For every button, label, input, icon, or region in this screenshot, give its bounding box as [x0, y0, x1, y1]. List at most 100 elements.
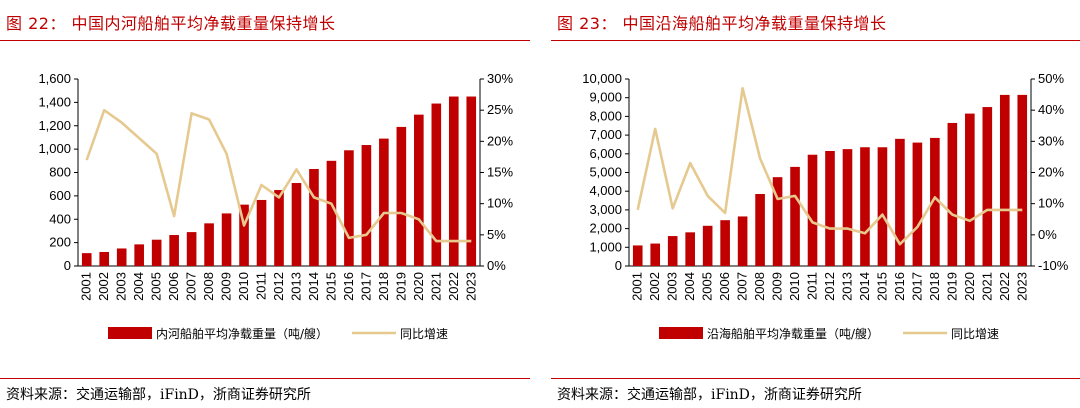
right-axis-tick-label: 0% — [487, 258, 506, 273]
right-axis-tick-label: -10% — [1038, 258, 1069, 273]
x-axis-tick-label: 2019 — [393, 272, 408, 301]
bar — [860, 147, 870, 266]
x-axis-tick-label: 2009 — [219, 272, 234, 301]
bar — [912, 142, 923, 266]
left-axis-tick-label: 1,400 — [38, 94, 71, 109]
left-axis-tick-label: 0 — [64, 258, 71, 273]
legend-label-bar: 内河船舶平均净载重量（吨/艘） — [156, 326, 328, 341]
x-axis-tick-label: 2020 — [411, 272, 426, 301]
right-axis-tick-label: 30% — [487, 71, 513, 86]
growth-line — [636, 86, 1023, 246]
right-axis-tick-label: 30% — [1038, 133, 1064, 148]
x-axis-tick-label: 2004 — [131, 272, 146, 301]
left-axis-tick-label: 4,000 — [589, 183, 622, 198]
bar — [842, 149, 853, 266]
source-divider — [0, 378, 530, 379]
left-axis-tick-label: 6,000 — [589, 146, 622, 161]
x-axis-tick-label: 2002 — [96, 272, 111, 301]
bar — [895, 138, 905, 266]
bar — [151, 239, 162, 266]
legend-label-line: 同比增速 — [951, 327, 999, 341]
x-axis-tick-label: 2014 — [857, 272, 872, 301]
figure-title: 图 23： 中国沿海船舶平均净载重量保持增长 — [557, 14, 887, 33]
bar — [326, 160, 337, 266]
growth-line — [85, 108, 472, 243]
bar — [685, 232, 695, 266]
chart-panel-inland: 图 22： 中国内河船舶平均净载重量保持增长 0 200 400 600 800 1,00… — [0, 0, 530, 408]
x-axis-tick-label: 2014 — [306, 272, 321, 301]
bar — [999, 94, 1010, 266]
x-axis-tick-label: 2018 — [376, 272, 391, 301]
bar — [379, 138, 389, 266]
x-axis-tick-label: 2001 — [79, 272, 94, 301]
bar — [186, 232, 197, 266]
bar — [116, 248, 127, 266]
bar — [965, 113, 975, 266]
x-axis-tick-label: 2009 — [770, 272, 785, 301]
x-axis-tick-label: 2001 — [630, 272, 645, 301]
legend-swatch-bar — [659, 327, 703, 339]
right-axis-tick-label: 20% — [487, 133, 513, 148]
bar — [702, 225, 713, 266]
left-axis-tick-label: 200 — [49, 235, 71, 250]
bar — [344, 150, 354, 266]
left-axis-tick-label: 1,600 — [38, 71, 71, 86]
x-axis-tick-label: 2003 — [114, 272, 129, 301]
bar — [825, 150, 835, 266]
bar — [982, 107, 993, 266]
bar — [256, 199, 267, 266]
bar — [807, 154, 818, 266]
right-axis-tick-label: 5% — [487, 227, 506, 242]
source-divider — [551, 378, 1080, 379]
bar — [877, 147, 888, 266]
x-axis-tick-label: 2017 — [909, 272, 924, 301]
legend-swatch-bar — [108, 327, 152, 339]
bar — [1017, 94, 1028, 266]
x-axis-tick-label: 2013 — [839, 272, 854, 301]
x-axis-tick-label: 2012 — [271, 272, 286, 301]
left-axis-tick-label: 5,000 — [589, 165, 622, 180]
left-axis-tick-label: 1,000 — [38, 141, 71, 156]
right-axis-tick-label: 25% — [487, 102, 513, 117]
left-axis-tick-label: 9,000 — [589, 90, 622, 105]
bar — [169, 235, 179, 266]
bar — [431, 103, 442, 266]
x-axis-tick-label: 2022 — [446, 272, 461, 301]
bar — [720, 220, 730, 266]
left-axis-tick-label: 2,000 — [589, 221, 622, 236]
bar — [309, 168, 319, 266]
x-axis-tick-label: 2008 — [752, 272, 767, 301]
right-axis-tick-label: 50% — [1038, 71, 1064, 86]
x-axis-tick-label: 2011 — [805, 272, 820, 300]
right-axis-tick-label: 40% — [1038, 102, 1064, 117]
left-axis-tick-label: 10,000 — [582, 71, 622, 86]
bar — [414, 114, 424, 266]
x-axis-tick-label: 2015 — [874, 272, 889, 301]
right-axis-tick-label: 15% — [487, 165, 513, 180]
bar — [947, 122, 958, 266]
left-axis-tick-label: 400 — [49, 211, 71, 226]
x-axis-tick-label: 2008 — [201, 272, 216, 301]
left-axis-tick-label: 3,000 — [589, 202, 622, 217]
x-axis-tick-label: 2010 — [787, 272, 802, 301]
x-axis-tick-label: 2021 — [428, 272, 443, 301]
x-axis-tick-label: 2022 — [997, 272, 1012, 301]
x-axis-tick-label: 2012 — [822, 272, 837, 301]
title-divider — [551, 40, 1080, 41]
x-axis-tick-label: 2013 — [288, 272, 303, 301]
bar — [448, 96, 459, 266]
legend-label-line: 同比增速 — [400, 327, 448, 341]
legend-label-bar: 沿海船舶平均净载重量（吨/艘） — [707, 326, 879, 341]
inland-vessel-chart: 0 200 400 600 800 1,000 1,200 1,400 1,600 0% 5% 10%… — [38, 71, 513, 341]
x-axis-tick-label: 2020 — [962, 272, 977, 301]
bar — [204, 223, 214, 266]
bar — [274, 190, 284, 266]
x-axis-tick-label: 2019 — [944, 272, 959, 301]
bar — [755, 194, 765, 266]
bar — [134, 244, 144, 266]
left-axis-tick-label: 1,200 — [38, 118, 71, 133]
x-axis-tick-label: 2016 — [892, 272, 907, 301]
bar — [291, 183, 302, 266]
bar — [772, 177, 783, 266]
x-axis-tick-label: 2021 — [979, 272, 994, 301]
